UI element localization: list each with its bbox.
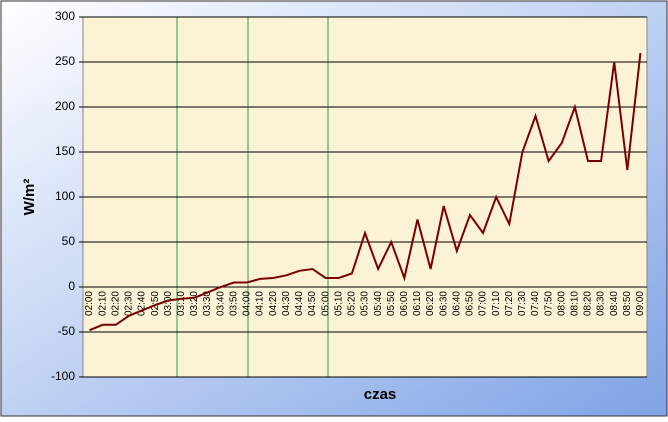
y-tick-label: 300 <box>55 9 75 23</box>
x-tick-label: 04:00 <box>242 291 253 316</box>
x-tick-label: 05:30 <box>360 291 371 316</box>
y-tick-label: -50 <box>58 324 76 338</box>
x-tick-label: 08:10 <box>570 291 581 316</box>
x-tick-label: 02:10 <box>97 291 108 316</box>
x-tick-label: 05:00 <box>320 291 331 316</box>
x-tick-label: 05:40 <box>373 291 384 316</box>
x-axis-title: czas <box>364 386 397 403</box>
x-tick-label: 09:00 <box>635 291 646 316</box>
y-tick-label: 150 <box>55 144 75 158</box>
x-tick-label: 04:10 <box>255 291 266 316</box>
x-tick-label: 02:50 <box>150 291 161 316</box>
x-tick-label: 04:40 <box>294 291 305 316</box>
x-tick-label: 08:20 <box>583 291 594 316</box>
x-tick-label: 02:20 <box>110 291 121 316</box>
x-tick-label: 03:30 <box>202 291 213 316</box>
x-tick-label: 03:10 <box>176 291 187 316</box>
x-tick-label: 08:00 <box>556 291 567 316</box>
x-tick-label: 02:40 <box>137 291 148 316</box>
x-tick-label: 05:10 <box>333 291 344 316</box>
x-tick-label: 06:40 <box>451 291 462 316</box>
y-tick-label: 50 <box>62 234 76 248</box>
y-tick-label: -100 <box>51 369 75 383</box>
data-line <box>89 52 642 332</box>
y-tick-label: 250 <box>55 54 75 68</box>
x-tick-label: 06:30 <box>438 291 449 316</box>
x-tick-label: 06:10 <box>412 291 423 316</box>
x-tick-label: 04:50 <box>307 291 318 316</box>
x-tick-label: 07:00 <box>478 291 489 316</box>
x-tick-label: 07:30 <box>517 291 528 316</box>
x-tick-label: 04:20 <box>268 291 279 316</box>
y-tick-label: 100 <box>55 189 75 203</box>
x-tick-label: 07:50 <box>543 291 554 316</box>
x-tick-label: 03:20 <box>189 291 200 316</box>
x-tick-label: 07:10 <box>491 291 502 316</box>
x-tick-label: 08:40 <box>609 291 620 316</box>
x-tick-label: 08:30 <box>596 291 607 316</box>
x-tick-label: 05:20 <box>347 291 358 316</box>
x-tick-label: 06:20 <box>425 291 436 316</box>
x-tick-label: 03:40 <box>215 291 226 316</box>
x-tick-label: 02:30 <box>124 291 135 316</box>
y-axis-title: W/m² <box>21 179 38 216</box>
x-tick-label: 05:50 <box>386 291 397 316</box>
x-tick-label: 06:50 <box>465 291 476 316</box>
x-tick-label: 02:00 <box>84 291 95 316</box>
x-tick-label: 03:00 <box>163 291 174 316</box>
x-tick-label: 06:00 <box>399 291 410 316</box>
x-tick-label: 03:50 <box>228 291 239 316</box>
x-tick-label: 07:20 <box>504 291 515 316</box>
x-tick-label: 04:30 <box>281 291 292 316</box>
y-tick-label: 0 <box>68 279 75 293</box>
x-tick-label: 08:50 <box>622 291 633 316</box>
y-tick-label: 200 <box>55 99 75 113</box>
x-tick-label: 07:40 <box>530 291 541 316</box>
